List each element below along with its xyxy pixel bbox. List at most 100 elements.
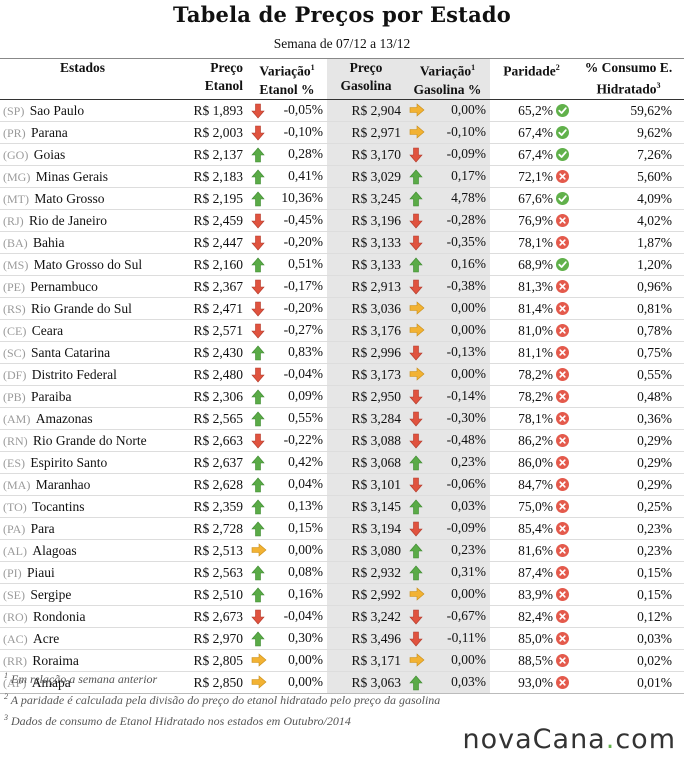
state-name: Pernambuco: [30, 278, 98, 294]
cell-consumo: 0,81%: [573, 297, 684, 320]
cell-estado: (PI) Piaui: [0, 561, 177, 584]
x-circle-icon: [556, 279, 569, 293]
cell-variacao-etanol: -0,27%: [247, 319, 327, 342]
cell-variacao-gasolina: 0,03%: [405, 671, 490, 694]
cell-preco-gasolina: R$ 3,068: [327, 451, 405, 474]
cell-variacao-etanol: 0,04%: [247, 473, 327, 496]
cell-variacao-etanol: 0,83%: [247, 341, 327, 364]
arrow-down-icon: [251, 235, 265, 251]
x-circle-icon: [556, 411, 569, 425]
cell-preco-etanol: R$ 2,850: [177, 671, 247, 694]
cell-preco-etanol: R$ 2,728: [177, 517, 247, 540]
table-row: (RJ) Rio de Janeiro R$ 2,459 -0,45% R$ 3,19…: [0, 209, 684, 232]
table-body: (SP) Sao Paulo R$ 1,893 -0,05% R$ 2,904 0,00…: [0, 99, 684, 694]
cell-estado: (TO) Tocantins: [0, 495, 177, 518]
page-title: Tabela de Preços por Estado: [173, 2, 511, 27]
cell-estado: (AL) Alagoas: [0, 539, 177, 562]
state-code: (PE): [3, 279, 25, 294]
cell-consumo: 0,03%: [573, 627, 684, 650]
cell-consumo: 7,26%: [573, 143, 684, 166]
table-row: (RO) Rondonia R$ 2,673 -0,04% R$ 3,242 -0,67…: [0, 605, 684, 628]
cell-consumo: 0,29%: [573, 429, 684, 452]
state-name: Rondonia: [33, 608, 86, 624]
cell-preco-gasolina: R$ 3,088: [327, 429, 405, 452]
cell-preco-gasolina: R$ 3,101: [327, 473, 405, 496]
cell-preco-gasolina: R$ 2,996: [327, 341, 405, 364]
cell-preco-etanol: R$ 2,430: [177, 341, 247, 364]
cell-paridade: 67,4%: [490, 121, 573, 144]
state-code: (SP): [3, 103, 25, 118]
arrow-up-icon: [251, 191, 265, 207]
state-code: (MA): [3, 477, 31, 492]
cell-variacao-etanol: -0,45%: [247, 209, 327, 232]
cell-paridade: 78,1%: [490, 407, 573, 430]
state-code: (RN): [3, 433, 28, 448]
cell-preco-gasolina: R$ 3,245: [327, 187, 405, 210]
cell-estado: (PR) Parana: [0, 121, 177, 144]
cell-estado: (SE) Sergipe: [0, 583, 177, 606]
cell-variacao-gasolina: 0,00%: [405, 583, 490, 606]
arrow-right-icon: [409, 653, 425, 669]
arrow-up-icon: [251, 147, 265, 163]
state-code: (RO): [3, 609, 28, 624]
col-header-variacao-etanol: Variação1 Etanol %: [247, 58, 327, 100]
cell-variacao-etanol: 0,13%: [247, 495, 327, 518]
cell-estado: (CE) Ceara: [0, 319, 177, 342]
cell-consumo: 5,60%: [573, 165, 684, 188]
cell-consumo: 0,75%: [573, 341, 684, 364]
state-code: (RJ): [3, 213, 24, 228]
arrow-down-icon: [409, 411, 423, 427]
cell-consumo: 0,15%: [573, 561, 684, 584]
cell-estado: (DF) Distrito Federal: [0, 363, 177, 386]
cell-paridade: 84,7%: [490, 473, 573, 496]
arrow-right-icon: [251, 675, 267, 691]
arrow-up-icon: [251, 587, 265, 603]
cell-consumo: 0,96%: [573, 275, 684, 298]
state-code: (AM): [3, 411, 31, 426]
cell-estado: (RJ) Rio de Janeiro: [0, 209, 177, 232]
price-table: Estados Preço Etanol Variação1 Etanol % …: [0, 58, 684, 694]
arrow-right-icon: [409, 587, 425, 603]
state-name: Mato Grosso: [34, 190, 105, 206]
col-header-preco-etanol: Preço Etanol: [177, 58, 247, 100]
arrow-right-icon: [409, 301, 425, 317]
arrow-down-icon: [251, 103, 265, 119]
check-circle-icon: [556, 257, 569, 271]
cell-variacao-etanol: -0,04%: [247, 605, 327, 628]
x-circle-icon: [556, 521, 569, 535]
cell-estado: (RN) Rio Grande do Norte: [0, 429, 177, 452]
cell-consumo: 4,02%: [573, 209, 684, 232]
cell-variacao-etanol: 10,36%: [247, 187, 327, 210]
cell-preco-gasolina: R$ 3,133: [327, 231, 405, 254]
cell-preco-etanol: R$ 2,447: [177, 231, 247, 254]
x-circle-icon: [556, 543, 569, 557]
state-name: Santa Catarina: [31, 344, 111, 360]
cell-variacao-gasolina: 0,00%: [405, 99, 490, 122]
cell-paridade: 67,6%: [490, 187, 573, 210]
arrow-up-icon: [409, 675, 423, 691]
check-circle-icon: [556, 191, 569, 205]
cell-variacao-gasolina: -0,09%: [405, 517, 490, 540]
cell-paridade: 81,1%: [490, 341, 573, 364]
footnote-2: 2 A paridade é calculada pela divisão do…: [4, 692, 441, 707]
cell-estado: (AM) Amazonas: [0, 407, 177, 430]
cell-preco-etanol: R$ 2,459: [177, 209, 247, 232]
cell-preco-etanol: R$ 2,480: [177, 363, 247, 386]
cell-estado: (ES) Espirito Santo: [0, 451, 177, 474]
x-circle-icon: [556, 213, 569, 227]
cell-paridade: 85,0%: [490, 627, 573, 650]
cell-estado: (RO) Rondonia: [0, 605, 177, 628]
cell-consumo: 4,09%: [573, 187, 684, 210]
cell-preco-etanol: R$ 2,628: [177, 473, 247, 496]
cell-variacao-gasolina: 0,23%: [405, 451, 490, 474]
cell-preco-gasolina: R$ 2,992: [327, 583, 405, 606]
cell-preco-gasolina: R$ 3,176: [327, 319, 405, 342]
arrow-down-icon: [409, 235, 423, 251]
table-row: (AL) Alagoas R$ 2,513 0,00% R$ 3,080 0,23% 81…: [0, 539, 684, 562]
cell-estado: (MA) Maranhao: [0, 473, 177, 496]
cell-paridade: 86,0%: [490, 451, 573, 474]
table-row: (DF) Distrito Federal R$ 2,480 -0,04% R$ 3,…: [0, 363, 684, 386]
cell-preco-etanol: R$ 2,510: [177, 583, 247, 606]
cell-variacao-etanol: -0,10%: [247, 121, 327, 144]
arrow-up-icon: [251, 521, 265, 537]
